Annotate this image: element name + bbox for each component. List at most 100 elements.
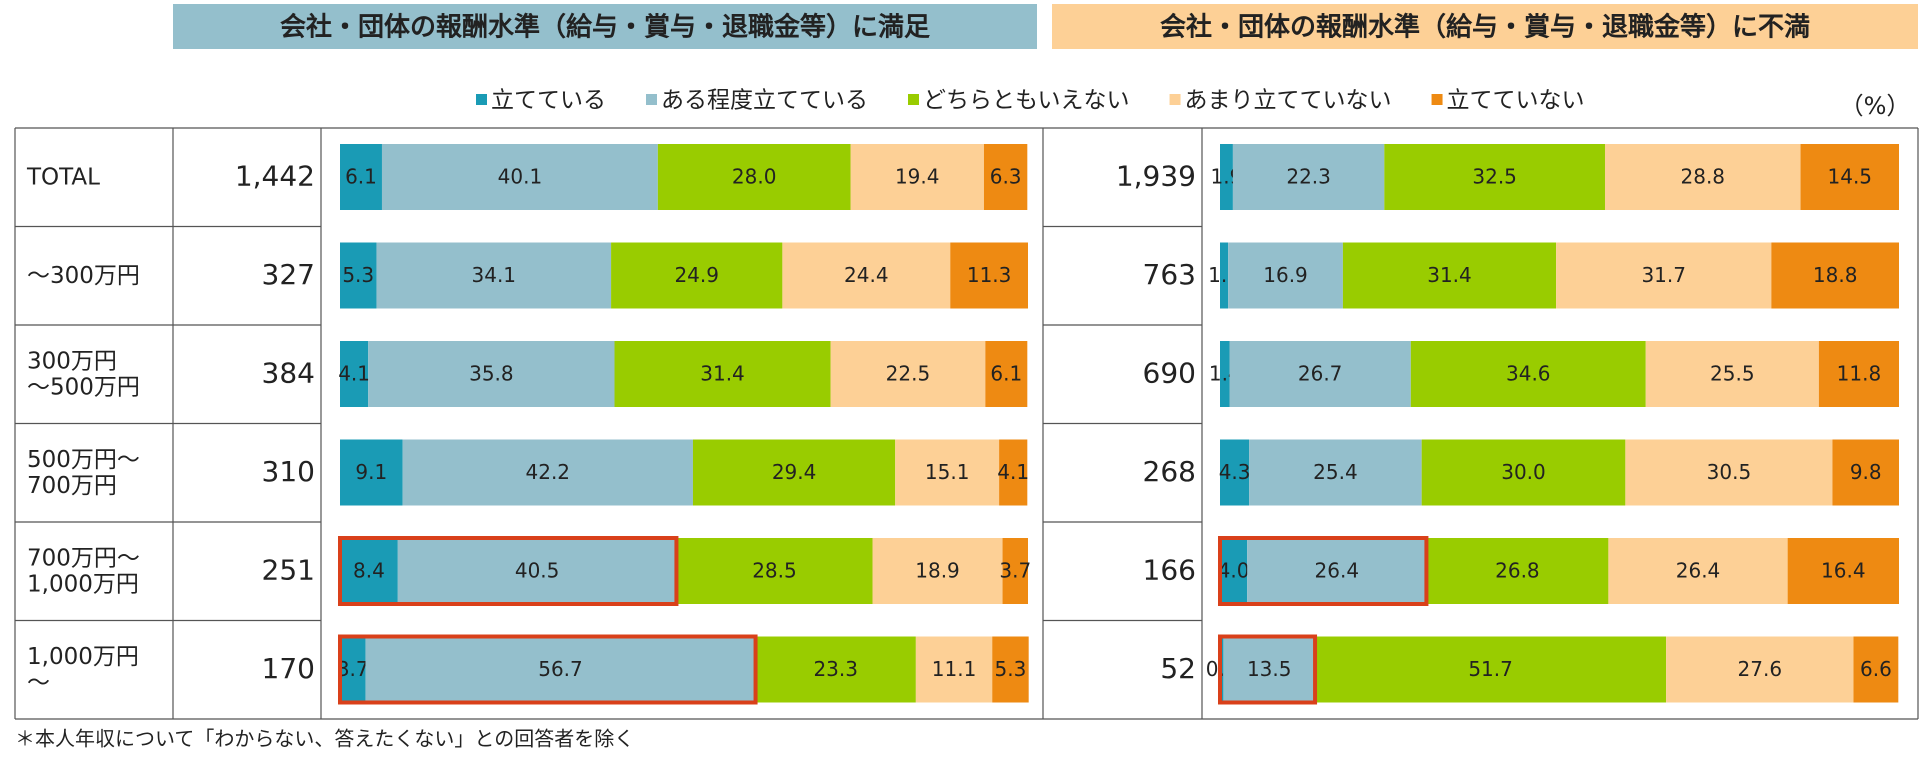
value-label: 15.1 [925,460,970,484]
value-label: 26.4 [1315,559,1360,583]
value-label: 6.1 [345,165,377,189]
bar-segment [340,242,377,309]
unit-label: （%） [1840,92,1911,120]
value-label: 25.5 [1710,362,1755,386]
bar-segment [985,341,1028,407]
value-label: 4.1 [997,460,1029,484]
row-label-line: ～500万円 [27,374,140,400]
bar-segment [999,439,1028,506]
legend-label: あまり立てていない [1185,88,1392,114]
legend-swatch [908,94,919,105]
value-label: 28.5 [752,559,797,583]
sample-size: 166 [1143,553,1196,586]
bar-segment [1421,439,1626,506]
value-label: 28.8 [1681,165,1726,189]
row-label-line: 700万円 [27,472,117,498]
bar-segment [368,341,615,407]
bar-segment [1410,341,1646,407]
footnote: ＊本人年収について「わからない、答えたくない」との回答者を除く [15,727,634,751]
highlight-box [338,536,679,606]
sample-size: 310 [262,455,315,488]
bar-segment [850,144,984,210]
bar-segment [782,242,951,309]
bar-segment [1220,242,1229,309]
value-label: 22.3 [1286,165,1331,189]
row-label: 700万円～ 1,000万円 [27,545,140,597]
sample-size: 52 [1160,652,1196,685]
chart-title: 会社・団体の報酬水準（給与・賞与・退職金等）に不満 [1160,12,1810,43]
bar-segment [611,242,783,309]
highlight-box [1218,634,1318,705]
bar-segment [340,538,398,604]
row-label-line: 1,000万円 [27,571,139,597]
bar-segment [1249,439,1422,506]
bar-segment [1556,242,1772,309]
row-label-line: 1,000万円 [27,643,139,669]
bar-segment [1220,439,1250,506]
value-label: 51.7 [1468,657,1513,681]
value-label: 40.5 [515,559,560,583]
value-label: 5.3 [342,263,374,287]
value-label: 4.3 [1219,460,1251,484]
legend-swatch [476,94,487,105]
value-label: 5.3 [995,657,1027,681]
bar-segment [1426,538,1609,604]
bar-segment [340,341,369,407]
value-label: 30.0 [1501,460,1546,484]
value-label: 9.8 [1850,460,1882,484]
bar-segment [692,439,896,506]
sample-size: 1,442 [235,159,315,192]
legend-label: 立てていない [1447,88,1585,114]
row-label-line: 300万円 [27,348,117,374]
value-label: 18.9 [915,559,960,583]
value-label: 11.8 [1837,362,1882,386]
value-label: 40.1 [498,165,543,189]
value-label: 18.8 [1813,263,1858,287]
value-label: 13.5 [1247,657,1292,681]
bar-segment [1604,144,1801,210]
bar-segment [1384,144,1605,210]
value-label: 34.6 [1506,362,1551,386]
value-label: 31.4 [1427,263,1472,287]
bar-segment [1818,341,1899,407]
bar-segment [1645,341,1819,407]
bar-segment [755,636,916,703]
value-label: 42.2 [526,460,571,484]
bar-segment [872,538,1003,604]
value-label: 31.4 [700,362,745,386]
value-label: 16.9 [1263,263,1308,287]
value-label: 24.9 [674,263,719,287]
value-label: 34.1 [472,263,517,287]
bar-segment [1666,636,1854,703]
bar-segment [1832,439,1899,506]
bar-segment [1787,538,1899,604]
bar-segment [1315,636,1667,703]
legend-swatch [1169,94,1181,105]
row-label-line: TOTAL [26,164,100,190]
value-label: 4.1 [338,362,370,386]
value-label: 16.4 [1821,559,1866,583]
row-label-line: ～ [27,669,50,695]
header-bg [173,4,1037,49]
value-label: 9.1 [355,460,387,484]
value-label: 31.7 [1641,263,1686,287]
sample-size: 384 [262,356,315,389]
value-label: 4.0 [1218,559,1250,583]
sample-size: 268 [1143,455,1196,488]
value-label: 35.8 [469,362,514,386]
value-label: 3.7 [337,657,369,681]
value-label: 30.5 [1707,460,1752,484]
value-label: 26.8 [1495,559,1540,583]
header-bg [1052,4,1918,49]
bar-segment [1002,538,1028,604]
chart-title: 会社・団体の報酬水準（給与・賞与・退職金等）に満足 [280,12,930,43]
bar-segment [1853,636,1899,703]
value-label: 8.4 [353,559,385,583]
row-label: 500万円～ 700万円 [27,446,140,498]
sample-size: 170 [262,652,315,685]
value-label: 6.3 [990,165,1022,189]
value-label: 11.1 [932,657,977,681]
bar-segment [1625,439,1833,506]
bar-segment [1800,144,1899,210]
